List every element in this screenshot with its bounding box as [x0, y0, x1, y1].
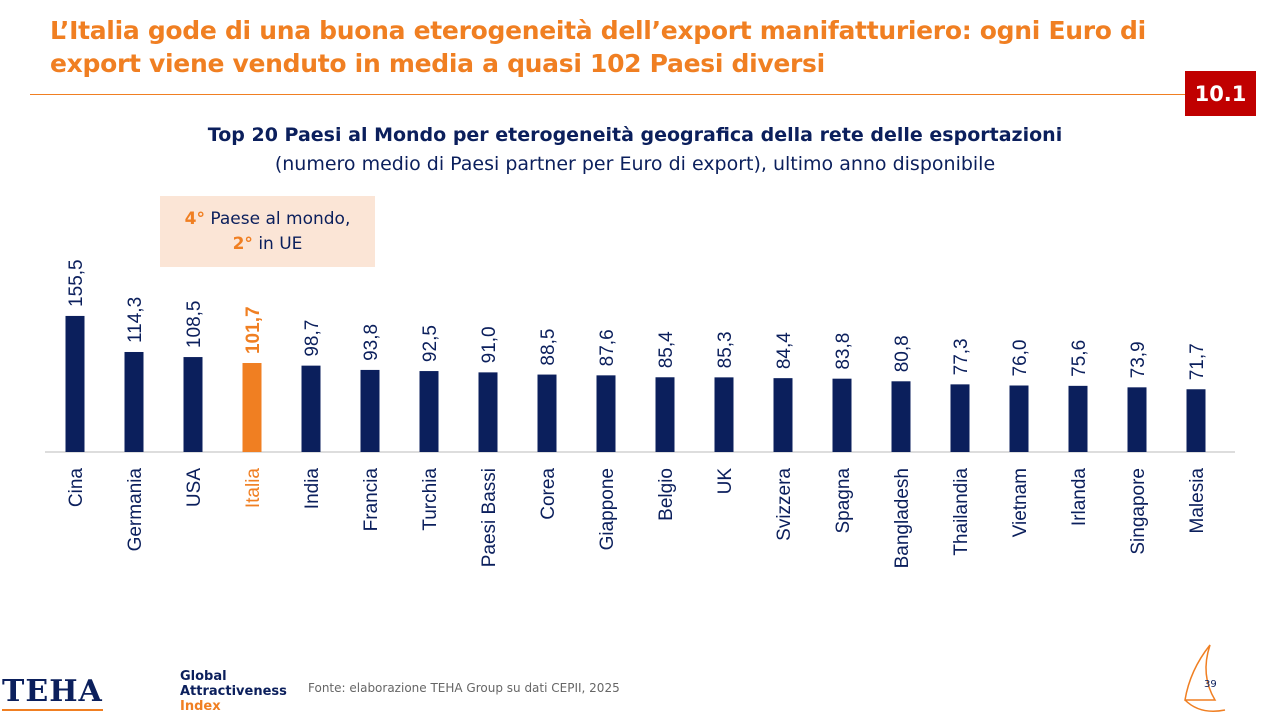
bar-bangladesh	[891, 381, 911, 452]
italy-rank-callout: 4° Paese al mondo, 2° in UE	[160, 196, 375, 267]
category-label: Vietnam	[1010, 468, 1031, 537]
section-badge: 10.1	[1185, 71, 1256, 116]
value-label: 114,3	[125, 297, 146, 343]
global-attractiveness-index-logo: Global Attractiveness Index	[180, 669, 287, 714]
category-label: Spagna	[833, 468, 854, 534]
value-label: 91,0	[479, 326, 500, 363]
value-label: 92,5	[420, 325, 441, 362]
value-label: 88,5	[538, 329, 559, 366]
bar-giappone	[596, 375, 616, 452]
value-label: 108,5	[184, 301, 205, 349]
value-label: 75,6	[1069, 340, 1090, 377]
value-label: 77,3	[951, 338, 972, 375]
callout-text-eu: in UE	[252, 233, 303, 254]
value-label: 93,8	[361, 324, 382, 361]
value-label: 85,4	[656, 331, 677, 368]
chart-subtitle: (numero medio di Paesi partner per Euro …	[274, 153, 996, 175]
bar-malesia	[1186, 389, 1206, 452]
category-label: Giappone	[597, 468, 618, 550]
value-label: 85,3	[715, 331, 736, 368]
title-divider	[30, 94, 1185, 95]
value-label: 101,7	[243, 306, 264, 354]
category-label: Bangladesh	[892, 468, 913, 568]
bar-vietnam	[1009, 385, 1029, 452]
category-label: Paesi Bassi	[479, 468, 500, 567]
value-label: 84,4	[774, 332, 795, 369]
bar-spagna	[832, 378, 852, 452]
chart-title: Top 20 Paesi al Mondo per eterogeneità g…	[207, 124, 1063, 146]
bar-italia	[242, 363, 262, 452]
bar-singapore	[1127, 387, 1147, 452]
value-label: 98,7	[302, 320, 323, 357]
category-label: USA	[184, 468, 205, 507]
bar-irlanda	[1068, 385, 1088, 452]
category-label: Corea	[538, 468, 559, 520]
gai-logo-line3: Index	[180, 699, 221, 714]
source-note: Fonte: elaborazione TEHA Group su dati C…	[308, 681, 620, 695]
value-label: 83,8	[833, 333, 854, 370]
category-label: Turchia	[420, 468, 441, 531]
category-label: Belgio	[656, 468, 677, 521]
sailboat-icon	[1184, 644, 1226, 712]
gai-logo-line2: Attractiveness	[180, 684, 287, 699]
bar-francia	[360, 369, 380, 452]
category-label: Svizzera	[774, 468, 795, 541]
bar-thailandia	[950, 384, 970, 452]
bar-cina	[65, 315, 85, 452]
category-label: Germania	[125, 468, 146, 552]
bar-germania	[124, 351, 144, 452]
category-label: Malesia	[1187, 468, 1208, 534]
category-label: Thailandia	[951, 468, 972, 556]
value-label: 155,5	[66, 259, 87, 307]
category-label: UK	[715, 468, 736, 495]
callout-rank-world: 4°	[184, 208, 205, 229]
bar-usa	[183, 357, 203, 452]
value-label: 80,8	[892, 335, 913, 372]
category-label: Italia	[243, 468, 264, 509]
gai-logo-line1: Global	[180, 669, 227, 684]
bar-uk	[714, 377, 734, 452]
category-label: Francia	[361, 468, 382, 532]
value-label: 71,7	[1187, 343, 1208, 380]
bar-turchia	[419, 371, 439, 452]
callout-rank-eu: 2°	[232, 233, 253, 254]
value-label: 73,9	[1128, 341, 1149, 378]
category-label: Singapore	[1128, 468, 1149, 555]
bar-paesi-bassi	[478, 372, 498, 452]
bar-svizzera	[773, 378, 793, 452]
value-label: 87,6	[597, 329, 618, 366]
category-label: India	[302, 468, 323, 510]
page-number: 39	[1204, 679, 1217, 690]
bar-belgio	[655, 377, 675, 452]
bar-corea	[537, 374, 557, 452]
callout-text-world: Paese al mondo,	[204, 208, 351, 229]
category-label: Irlanda	[1069, 468, 1090, 527]
bar-india	[301, 365, 321, 452]
value-label: 76,0	[1010, 340, 1031, 377]
teha-logo: TEHA	[2, 674, 103, 711]
category-label: Cina	[66, 468, 87, 508]
page-title: L’Italia gode di una buona eterogeneità …	[50, 16, 1146, 78]
